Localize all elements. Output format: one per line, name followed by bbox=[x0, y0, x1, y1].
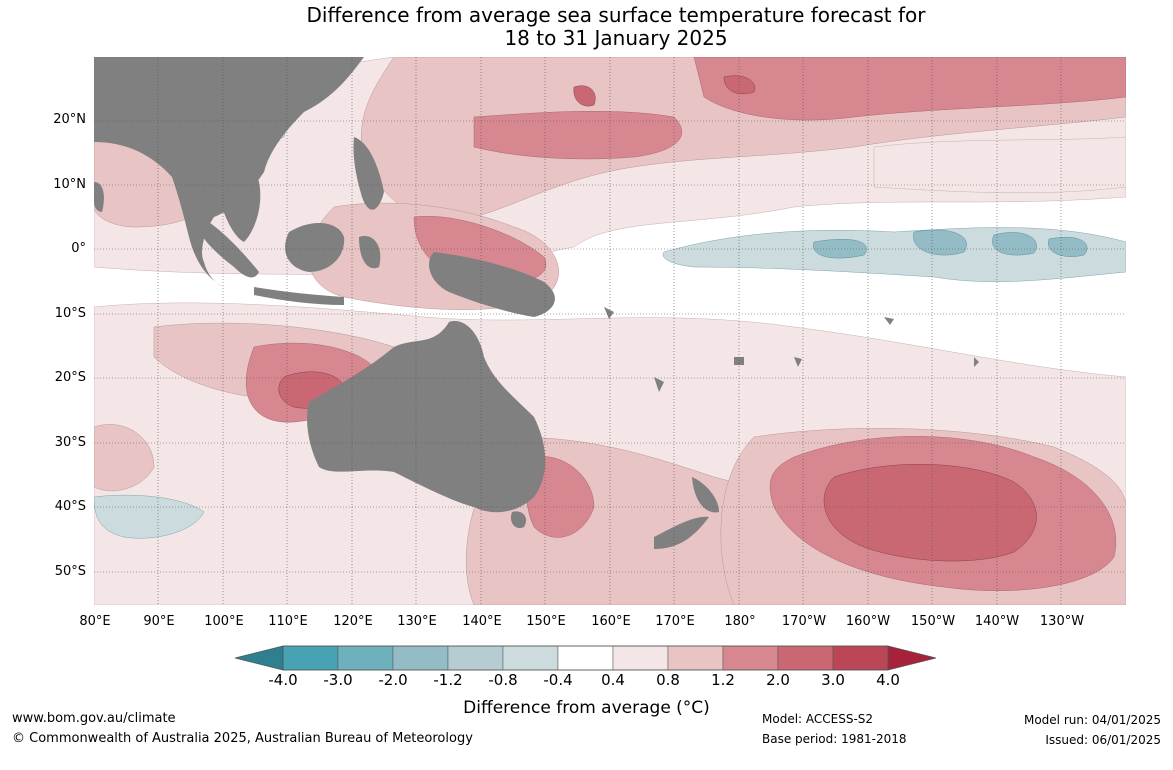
colorbar-tick-5: -0.4 bbox=[543, 671, 573, 689]
colorbar-cell bbox=[502, 645, 559, 671]
footer-copyright: © Commonwealth of Australia 2025, Austra… bbox=[12, 731, 473, 746]
lon-label-80e: 80°E bbox=[79, 614, 111, 629]
colorbar-tick-4: -0.8 bbox=[488, 671, 518, 689]
colorbar-tick-11: 4.0 bbox=[876, 671, 900, 689]
lat-label-10s: 10°S bbox=[54, 306, 86, 321]
colorbar-tick-1: -3.0 bbox=[323, 671, 353, 689]
lon-label-130w: 130°W bbox=[1039, 614, 1085, 629]
colorbar-cells bbox=[234, 645, 937, 671]
india-tip bbox=[94, 182, 104, 212]
new-guinea bbox=[429, 252, 555, 317]
colorbar-cell bbox=[557, 645, 614, 671]
lon-label-150w: 150°W bbox=[910, 614, 956, 629]
lat-label-20n: 20°N bbox=[53, 112, 86, 127]
title-line-1: Difference from average sea surface temp… bbox=[306, 3, 926, 27]
sumatra bbox=[192, 212, 259, 278]
lon-label-170w: 170°W bbox=[781, 614, 827, 629]
lon-label-150e: 150°E bbox=[526, 614, 566, 629]
lon-label-140e: 140°E bbox=[462, 614, 502, 629]
colorbar-cell bbox=[337, 645, 394, 671]
colorbar-tick-2: -2.0 bbox=[378, 671, 408, 689]
lon-label-160w: 160°W bbox=[845, 614, 891, 629]
lat-label-20s: 20°S bbox=[54, 370, 86, 385]
colorbar-title: Difference from average (°C) bbox=[463, 698, 710, 718]
colorbar-tick-10: 3.0 bbox=[821, 671, 845, 689]
borneo bbox=[285, 222, 345, 272]
colorbar-arrow-high bbox=[887, 645, 937, 671]
land-masses bbox=[94, 57, 979, 549]
lon-label-160e: 160°E bbox=[591, 614, 631, 629]
java bbox=[254, 287, 344, 305]
footer-model: Model: ACCESS-S2 bbox=[762, 712, 874, 726]
sulawesi bbox=[359, 236, 381, 269]
graticule bbox=[94, 57, 1126, 605]
title-line-2: 18 to 31 January 2025 bbox=[504, 26, 728, 50]
lon-label-110e: 110°E bbox=[268, 614, 308, 629]
colorbar-tick-3: -1.2 bbox=[433, 671, 463, 689]
anomaly-dark-red bbox=[278, 75, 1037, 562]
colorbar-tick-8: 1.2 bbox=[711, 671, 735, 689]
colorbar-cell bbox=[447, 645, 504, 671]
lon-label-130e: 130°E bbox=[397, 614, 437, 629]
colorbar-cell bbox=[282, 645, 339, 671]
lon-label-100e: 100°E bbox=[204, 614, 244, 629]
lat-label-10n: 10°N bbox=[53, 177, 86, 192]
footer-issued: Issued: 06/01/2025 bbox=[1045, 733, 1161, 747]
lon-label-140w: 140°W bbox=[974, 614, 1020, 629]
colorbar-tick-0: -4.0 bbox=[268, 671, 298, 689]
colorbar-cell bbox=[777, 645, 834, 671]
colorbar-tick-6: 0.4 bbox=[601, 671, 625, 689]
lon-label-180: 180° bbox=[724, 614, 756, 629]
colorbar bbox=[233, 645, 939, 675]
lat-label-50s: 50°S bbox=[54, 564, 86, 579]
colorbar-cell bbox=[392, 645, 449, 671]
colorbar-cell bbox=[667, 645, 724, 671]
colorbar-cell bbox=[612, 645, 669, 671]
footer-model-run: Model run: 04/01/2025 bbox=[1023, 713, 1161, 727]
indochina bbox=[211, 155, 261, 242]
lon-label-90e: 90°E bbox=[143, 614, 175, 629]
map-title: Difference from average sea surface temp… bbox=[0, 4, 1173, 50]
colorbar-arrow-low bbox=[234, 645, 284, 671]
colorbar-cell bbox=[832, 645, 889, 671]
lat-label-30s: 30°S bbox=[54, 435, 86, 450]
footer-base-period: Base period: 1981-2018 bbox=[762, 732, 907, 746]
footer-url[interactable]: www.bom.gov.au/climate bbox=[12, 711, 176, 726]
lat-label-40s: 40°S bbox=[54, 499, 86, 514]
sst-anomaly-map bbox=[94, 57, 1126, 605]
anomaly-cool-strong bbox=[813, 229, 1088, 259]
colorbar-tick-7: 0.8 bbox=[656, 671, 680, 689]
philippines bbox=[353, 137, 384, 210]
colorbar-tick-9: 2.0 bbox=[766, 671, 790, 689]
lon-label-170e: 170°E bbox=[655, 614, 695, 629]
lat-label-0: 0° bbox=[71, 241, 86, 256]
tasmania bbox=[510, 511, 527, 529]
new-zealand bbox=[654, 477, 719, 549]
lon-label-120e: 120°E bbox=[333, 614, 373, 629]
australia bbox=[307, 321, 546, 513]
colorbar-cell bbox=[722, 645, 779, 671]
